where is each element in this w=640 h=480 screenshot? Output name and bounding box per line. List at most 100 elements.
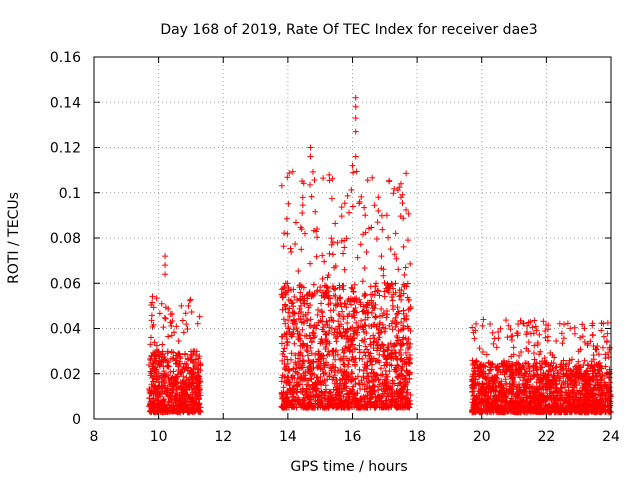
data-point (356, 200, 363, 207)
data-point (310, 281, 317, 288)
data-point (318, 389, 325, 396)
data-point (543, 321, 550, 328)
data-point (605, 349, 612, 356)
data-point (350, 341, 357, 348)
data-point (533, 327, 540, 334)
data-point (162, 304, 169, 311)
data-point (521, 372, 528, 379)
data-point (190, 380, 197, 387)
data-point (318, 308, 325, 315)
data-point (533, 371, 540, 378)
data-point (352, 355, 359, 362)
data-point (519, 362, 526, 369)
data-point (509, 405, 516, 412)
data-point (281, 399, 288, 406)
data-point (352, 304, 359, 311)
data-point (580, 398, 587, 405)
data-point (574, 365, 581, 372)
data-point (388, 362, 395, 369)
data-point (149, 365, 156, 372)
data-point (482, 375, 489, 382)
data-point (195, 396, 202, 403)
data-point (326, 388, 333, 395)
data-point (525, 319, 532, 326)
data-point (571, 330, 578, 337)
data-point (292, 241, 299, 248)
data-point (345, 335, 352, 342)
data-point (393, 310, 400, 317)
data-point (352, 115, 359, 122)
data-point (293, 398, 300, 405)
data-point (606, 374, 613, 381)
data-point (342, 397, 349, 404)
data-point (162, 271, 169, 278)
data-point (333, 402, 340, 409)
data-point (571, 371, 578, 378)
data-point (392, 314, 399, 321)
data-point (402, 264, 409, 271)
data-point (280, 316, 287, 323)
data-point (328, 241, 335, 248)
data-point (147, 401, 154, 408)
data-point (403, 400, 410, 407)
data-point (329, 251, 336, 258)
data-point (286, 367, 293, 374)
data-point (280, 390, 287, 397)
data-point (546, 393, 553, 400)
data-point (589, 374, 596, 381)
data-point (582, 368, 589, 375)
data-point (586, 376, 593, 383)
data-point (480, 316, 487, 323)
data-point (402, 335, 409, 342)
data-point (175, 338, 182, 345)
y-tick-label: 0.16 (50, 50, 81, 66)
data-point (579, 333, 586, 340)
data-point (557, 402, 564, 409)
data-point (370, 369, 377, 376)
data-point (542, 328, 549, 335)
data-point (289, 372, 296, 379)
data-point (339, 357, 346, 364)
data-point (398, 287, 405, 294)
data-point (551, 402, 558, 409)
data-point (597, 401, 604, 408)
data-point (499, 409, 506, 416)
data-point (405, 369, 412, 376)
data-point (349, 336, 356, 343)
data-point (305, 357, 312, 364)
data-point (368, 297, 375, 304)
data-point (328, 235, 335, 242)
data-point (292, 359, 299, 366)
data-point (313, 392, 320, 399)
data-point (537, 398, 544, 405)
data-point (348, 187, 355, 194)
data-point (185, 406, 192, 413)
data-point (299, 210, 306, 217)
data-point (532, 403, 539, 410)
data-point (583, 380, 590, 387)
data-point (599, 407, 606, 414)
data-point (379, 371, 386, 378)
data-point (500, 361, 507, 368)
data-point (284, 394, 291, 401)
data-point (194, 320, 201, 327)
data-point (151, 407, 158, 414)
data-point (188, 398, 195, 405)
data-point (280, 285, 287, 292)
data-point (294, 369, 301, 376)
data-point (188, 367, 195, 374)
data-point (485, 398, 492, 405)
data-point (324, 400, 331, 407)
data-point (586, 381, 593, 388)
data-point (336, 329, 343, 336)
data-point (589, 390, 596, 397)
data-point (147, 334, 154, 341)
data-point (290, 303, 297, 310)
data-point (524, 328, 531, 335)
data-point (572, 378, 579, 385)
data-point (338, 213, 345, 220)
data-point (401, 315, 408, 322)
data-point (380, 309, 387, 316)
data-point (561, 321, 567, 328)
data-point (345, 361, 352, 368)
